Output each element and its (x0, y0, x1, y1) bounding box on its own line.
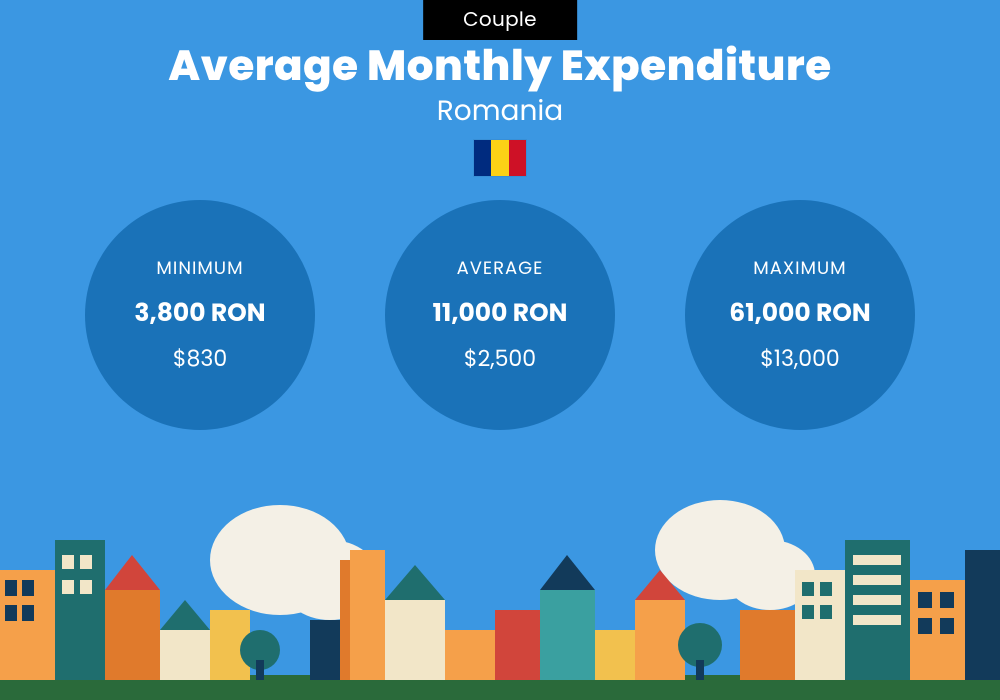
flag-icon (474, 140, 526, 176)
infographic-stage: Couple Average Monthly Expenditure Roman… (0, 0, 1000, 700)
stat-label: MINIMUM (156, 255, 243, 282)
stat-primary: 11,000 RON (433, 294, 568, 332)
stat-secondary: $830 (173, 342, 227, 375)
flag-stripe-3 (509, 140, 526, 176)
page-subtitle: Romania (0, 90, 1000, 132)
category-badge-label: Couple (463, 5, 537, 33)
stat-secondary: $13,000 (760, 342, 840, 375)
page-title: Average Monthly Expenditure (0, 34, 1000, 97)
flag-stripe-1 (474, 140, 491, 176)
stat-circles: MINIMUM 3,800 RON $830 AVERAGE 11,000 RO… (0, 200, 1000, 430)
stat-circle-maximum: MAXIMUM 61,000 RON $13,000 (685, 200, 915, 430)
stat-primary: 3,800 RON (134, 294, 265, 332)
buildings-middle (310, 550, 685, 680)
city-svg (0, 500, 1000, 700)
flag-stripe-2 (491, 140, 508, 176)
stat-circle-average: AVERAGE 11,000 RON $2,500 (385, 200, 615, 430)
stat-label: MAXIMUM (753, 255, 846, 282)
city-illustration (0, 500, 1000, 700)
stat-secondary: $2,500 (464, 342, 536, 375)
stat-label: AVERAGE (457, 255, 544, 282)
stat-circle-minimum: MINIMUM 3,800 RON $830 (85, 200, 315, 430)
stat-primary: 61,000 RON (729, 294, 870, 332)
clouds (210, 500, 815, 620)
